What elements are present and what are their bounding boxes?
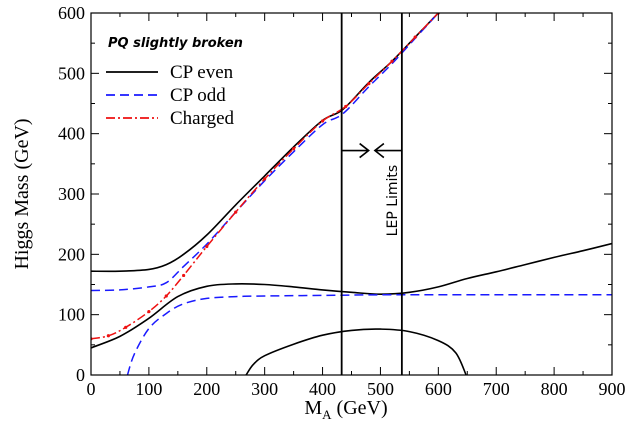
series-charged-point [147, 310, 151, 314]
y-tick-label: 300 [58, 184, 85, 204]
y-axis-title: Higgs Mass (GeV) [11, 118, 33, 269]
lep-limits-label: LEP Limits [385, 165, 401, 237]
series-cp-even-line-2 [91, 242, 612, 349]
legend-title: PQ slightly broken [108, 36, 243, 51]
series-charged-line-1 [91, 13, 439, 340]
series-charged-point [413, 35, 417, 39]
x-tick-label: 600 [425, 379, 452, 399]
series-charged-point [106, 334, 110, 338]
series-charged-point [205, 244, 209, 249]
lep-arrow-left [373, 142, 402, 159]
series-charged-point [124, 325, 128, 329]
x-tick-label: 0 [87, 379, 96, 399]
series-charged-point [390, 59, 394, 63]
lep-annotation: LEP Limits [341, 142, 402, 237]
lep-arrow-right [341, 142, 370, 159]
x-tick-label: 200 [193, 379, 220, 399]
x-axis-title-main: M [304, 397, 322, 419]
curves-layer [91, 13, 612, 375]
x-tick-label: 500 [367, 379, 394, 399]
x-tick-label: 400 [309, 379, 336, 399]
x-axis-title: MA (GeV) [304, 397, 387, 422]
x-tick-label: 800 [541, 379, 568, 399]
series-charged-point [182, 273, 186, 278]
series-charged-point [263, 177, 267, 181]
y-tick-label: 600 [58, 3, 85, 23]
series-cp-even-line-3 [245, 328, 467, 375]
y-tick-label: 200 [58, 244, 85, 264]
x-tick-label: 700 [483, 379, 510, 399]
legend-label-cp-even: CP even [170, 62, 234, 83]
series-charged-point [234, 210, 238, 214]
legend-label-cp-odd: CP odd [170, 85, 226, 106]
x-axis-title-sub: A [322, 407, 332, 422]
series-cp-even-line-1 [91, 13, 439, 273]
y-tick-label: 100 [58, 305, 85, 325]
series-charged-point [292, 147, 296, 151]
x-tick-label: 300 [251, 379, 278, 399]
series-cp-odd-line-1 [91, 13, 439, 292]
tick-labels: 0 100 200 300 400 500 600 700 800 900 0 100 200 300 40… [58, 3, 626, 399]
series-charged-point [367, 81, 371, 86]
legend-label-charged: Charged [170, 108, 235, 129]
y-tick-label: 500 [58, 63, 85, 83]
lep-limit-lines [340, 13, 403, 375]
series-charged-point [320, 119, 325, 123]
x-tick-label: 900 [599, 379, 626, 399]
axis-ticks [90, 12, 613, 376]
x-tick-label: 100 [135, 379, 162, 399]
series-charged-point [344, 104, 348, 109]
series-cp-odd-line-2 [126, 294, 612, 375]
x-axis-title-units: (GeV) [332, 397, 388, 419]
series-charged-point [164, 294, 168, 298]
y-tick-label: 400 [58, 124, 85, 144]
y-tick-label: 0 [76, 365, 85, 385]
